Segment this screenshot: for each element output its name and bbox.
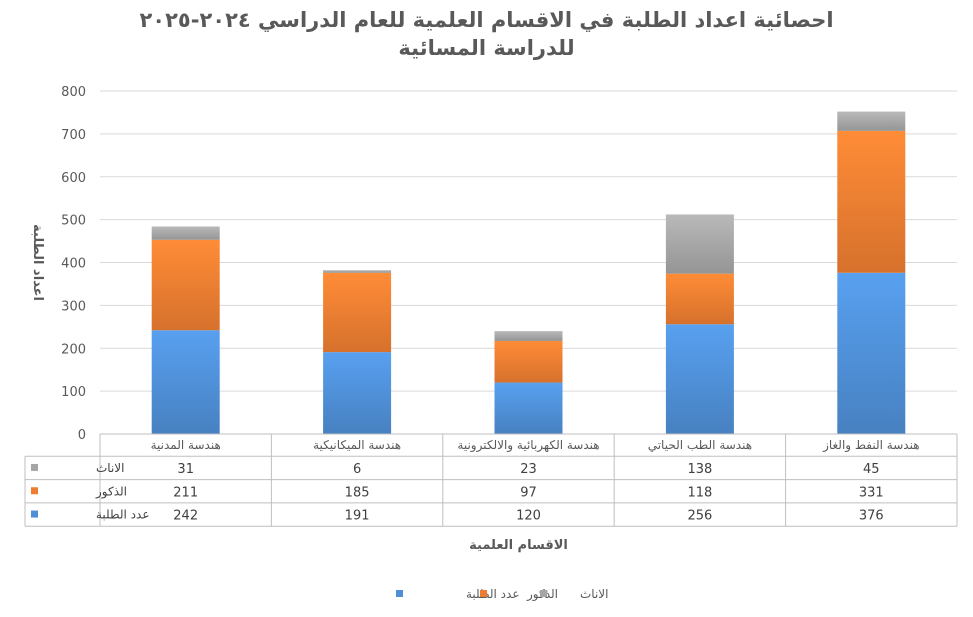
bar-segment: [151, 226, 220, 240]
table-row-label: الذكور: [95, 484, 127, 499]
data-label: 118: [687, 485, 712, 500]
legend-swatch: [396, 590, 403, 597]
data-label: 138: [687, 462, 712, 477]
bar-segment: [494, 340, 563, 383]
table-legend-key: [31, 487, 38, 495]
bar-segment: [665, 214, 734, 274]
data-label: 242: [173, 509, 198, 524]
y-tick-label: 500: [61, 214, 86, 229]
table-legend-key: [31, 510, 38, 518]
y-tick-label: 800: [61, 85, 86, 100]
bar-segment: [837, 111, 906, 131]
bar-segment: [665, 324, 734, 434]
data-label: 97: [520, 485, 537, 500]
legend-swatch: [540, 590, 547, 597]
x-category-label: هندسة المدنية: [151, 438, 221, 452]
bar-segment: [837, 130, 906, 273]
legend-label: الاناث: [580, 587, 608, 601]
table-row-label: الاناث: [96, 461, 124, 475]
x-axis-title: الاقسام العلمية: [469, 538, 568, 553]
y-tick-label: 100: [61, 385, 86, 400]
data-label: 6: [353, 462, 361, 477]
data-label: 331: [859, 485, 884, 500]
data-label: 376: [859, 509, 884, 524]
bar-segment: [837, 272, 906, 434]
y-tick-label: 700: [61, 128, 86, 143]
y-tick-label: 200: [61, 342, 86, 357]
data-label: 31: [177, 462, 194, 477]
x-category-label: هندسة النفط والغاز: [822, 438, 919, 453]
chart-title: احصائية اعداد الطلبة في الاقسام العلمية …: [139, 8, 834, 32]
x-category-label: هندسة الكهربائية والالكترونية: [457, 438, 599, 453]
y-tick-label: 400: [61, 257, 86, 272]
y-tick-label: 600: [61, 171, 86, 186]
x-category-label: هندسة الطب الحياتي: [648, 438, 752, 452]
table-row-label: عدد الطلبة: [96, 508, 149, 522]
legend-swatch: [480, 590, 487, 597]
data-label: 120: [516, 509, 541, 524]
data-label: 211: [173, 485, 198, 500]
bar-segment: [323, 272, 392, 353]
bar-segment: [665, 273, 734, 325]
table-legend-key: [31, 463, 38, 471]
bar-segment: [151, 330, 220, 434]
y-tick-label: 300: [61, 299, 86, 314]
data-label: 23: [520, 462, 537, 477]
bar-segment: [494, 382, 563, 434]
bar-segment: [323, 270, 392, 273]
bar-segment: [151, 239, 220, 331]
y-axis-title: اعداد الطلبة: [30, 224, 45, 301]
legend-label: عدد الطلبة: [466, 587, 519, 601]
data-label: 45: [863, 462, 880, 477]
data-label: 185: [345, 485, 370, 500]
bar-segment: [494, 331, 563, 341]
x-category-label: هندسة الميكانيكية: [313, 438, 401, 452]
data-label: 191: [345, 509, 370, 524]
y-tick-label: 0: [78, 428, 86, 443]
bar-segment: [323, 352, 392, 434]
chart-subtitle: للدراسة المسائية: [398, 36, 575, 60]
data-label: 256: [687, 509, 712, 524]
